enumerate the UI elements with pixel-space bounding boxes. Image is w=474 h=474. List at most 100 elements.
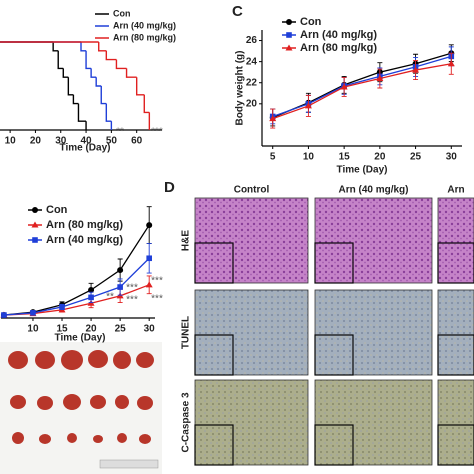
point: [340, 83, 348, 90]
step-segment: [77, 103, 87, 122]
point: [447, 60, 455, 67]
step-segment: [105, 103, 112, 122]
annotation: ***: [126, 295, 138, 306]
x-axis-title: Time (Day): [60, 143, 111, 154]
x-tick-label: 10: [303, 152, 315, 163]
y-axis-title: Body weight (g): [235, 51, 246, 126]
annotation: **: [116, 127, 124, 138]
legend-label: Arn (80 mg/kg): [113, 32, 176, 42]
point: [269, 115, 277, 122]
legend-marker: [32, 207, 38, 213]
legend-marker: [286, 19, 292, 25]
line: [272, 63, 452, 120]
step-segment: [72, 94, 79, 105]
step-segment: [90, 68, 97, 78]
y-tick-label: 24: [246, 56, 258, 67]
legend-label: Arn (40 mg/kg): [113, 20, 176, 30]
legend-label: Con: [300, 16, 322, 28]
inset: [437, 424, 474, 466]
annotation: ***: [151, 294, 163, 305]
line: [3, 257, 150, 316]
legend-label: Con: [113, 8, 131, 18]
inset: [194, 242, 234, 284]
step-segment: [95, 77, 102, 87]
step-segment: [98, 42, 107, 52]
legend-label: Arn (40 mg/kg): [46, 234, 123, 246]
x-tick-label: 40: [81, 136, 93, 147]
tumor-photo: [0, 342, 162, 474]
legend-marker: [32, 237, 38, 243]
row-label: H&E: [181, 230, 192, 251]
column-label: Arn (40 mg/kg): [338, 185, 408, 196]
annotation: ***: [151, 276, 163, 287]
point: [117, 284, 123, 290]
step-segment: [115, 59, 127, 70]
x-tick-label: 25: [115, 324, 127, 335]
x-axis-title: Time (Day): [337, 165, 388, 176]
step-segment: [80, 42, 87, 52]
inset: [314, 242, 354, 284]
legend-marker: [31, 221, 39, 228]
point: [146, 222, 153, 229]
point: [117, 267, 124, 274]
x-tick-label: 10: [27, 324, 39, 335]
line: [272, 55, 452, 118]
inset: [437, 242, 474, 284]
point: [59, 304, 65, 310]
x-tick-label: 60: [131, 136, 143, 147]
annotation: ***: [151, 127, 163, 138]
step-segment: [52, 42, 59, 52]
step-segment: [57, 50, 64, 70]
x-tick-label: 30: [446, 152, 458, 163]
step-segment: [67, 77, 74, 96]
x-tick-label: 15: [339, 152, 351, 163]
column-label: Arn: [447, 185, 464, 196]
x-tick-label: 20: [374, 152, 386, 163]
step-segment: [135, 77, 145, 96]
point: [412, 66, 420, 73]
y-tick-label: 22: [246, 77, 258, 88]
point: [30, 310, 36, 316]
step-segment: [105, 50, 117, 61]
point: [146, 255, 152, 262]
annotation: **: [106, 292, 114, 303]
annotation: ***: [126, 283, 138, 294]
row-label: TUNEL: [181, 316, 192, 349]
micrographs: Control Arn (40 mg/kg) Arn H&E TUNEL C-Caspas…: [181, 185, 474, 466]
step-segment: [62, 68, 69, 78]
inset: [194, 334, 234, 376]
legend-label: Arn (80 mg/kg): [46, 219, 123, 231]
x-tick-label: 20: [86, 324, 98, 335]
legend-label: Con: [46, 204, 68, 216]
point: [145, 281, 153, 288]
legend-marker: [286, 32, 292, 38]
line: [272, 52, 452, 119]
step-segment: [85, 50, 92, 70]
y-tick-label: 26: [246, 35, 258, 46]
inset: [437, 334, 474, 376]
x-axis-title: Time (Day): [55, 333, 106, 344]
x-tick-label: 50: [106, 136, 118, 147]
inset: [194, 424, 234, 466]
x-tick-label: 30: [144, 324, 156, 335]
x-tick-label: 15: [56, 324, 68, 335]
point: [88, 294, 94, 301]
inset: [314, 334, 354, 376]
x-tick-label: 25: [410, 152, 422, 163]
row-label: C-Caspase 3: [181, 392, 192, 452]
point: [304, 102, 312, 109]
x-tick-label: 30: [55, 136, 67, 147]
y-tick-label: 20: [246, 98, 258, 109]
step-segment: [125, 68, 137, 78]
x-tick-label: 10: [5, 136, 17, 147]
legend-marker: [285, 44, 293, 51]
legend-label: Arn (80 mg/kg): [300, 42, 377, 54]
step-segment: [143, 94, 150, 114]
x-tick-label: 20: [30, 136, 42, 147]
point: [376, 75, 384, 82]
x-tick-label: 5: [270, 152, 276, 163]
panel-label: C: [232, 3, 243, 20]
panel-label: D: [164, 179, 175, 196]
legend-label: Arn (40 mg/kg): [300, 29, 377, 41]
